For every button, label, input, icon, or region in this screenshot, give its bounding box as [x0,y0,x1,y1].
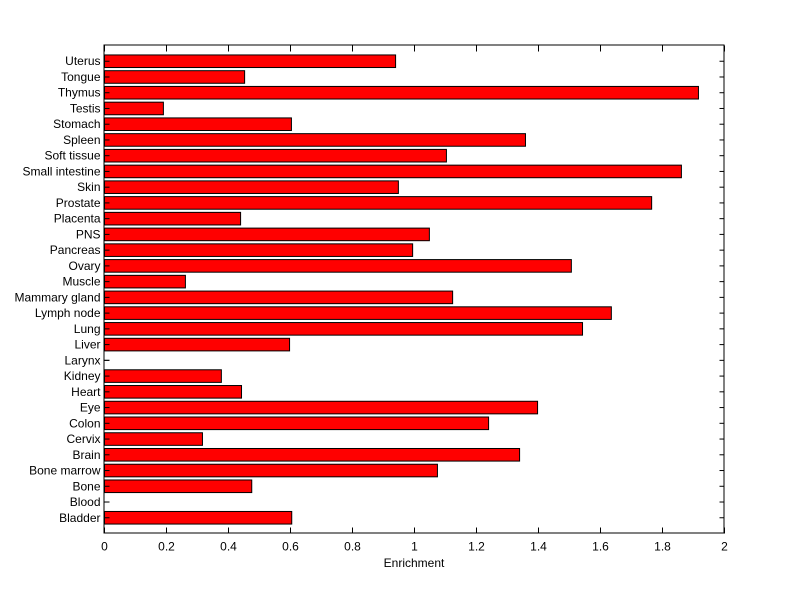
y-tick-label: Lung [74,322,101,336]
x-axis-label: Enrichment [384,556,445,570]
y-tick-label: Lymph node [35,306,101,320]
y-tick-label: Eye [80,401,101,415]
bar-muscle [104,274,186,289]
y-tick-label: Skin [77,180,100,194]
y-tick-label: Testis [70,101,101,115]
y-tick-label: Blood [70,495,101,509]
bar-stomach [104,117,292,132]
bar-bone [104,479,253,494]
bar-placenta [104,211,242,226]
bar-small-intestine [104,164,682,179]
x-tick-label: 0.6 [282,540,299,554]
y-tick-label: Cervix [66,432,100,446]
y-tick-label: Heart [71,385,101,399]
bar-bladder [104,510,293,525]
y-tick-label: Brain [72,448,100,462]
y-tick-label: Liver [74,338,100,352]
y-tick-label: Bone [72,479,100,493]
y-tick-label: Uterus [65,54,100,68]
y-tick-label: PNS [76,227,101,241]
bar-prostate [104,196,653,210]
y-tick-label: Spleen [63,133,100,147]
y-tick-label: Placenta [54,212,101,226]
bar-soft-tissue [104,148,447,163]
y-tick-label: Small intestine [22,164,100,178]
x-tick-label: 0.8 [344,540,361,554]
x-tick-label: 1.2 [468,540,485,554]
y-tick-label: Colon [69,416,100,430]
x-tick-label: 0.2 [158,540,175,554]
bar-brain [104,447,521,462]
bar-testis [104,101,164,116]
bar-thymus [104,85,699,100]
y-tick-label: Thymus [58,86,101,100]
y-tick-label: Prostate [56,196,101,210]
x-tick-label: 1.6 [592,540,609,554]
bar-ovary [104,259,572,273]
y-tick-label: Tongue [61,70,101,84]
x-tick-label: 1 [411,540,418,554]
bar-pns [104,227,430,242]
bar-lymph-node [104,306,612,320]
bar-colon [104,416,490,431]
bar-pancreas [104,243,414,257]
y-tick-label: Soft tissue [44,149,100,163]
bar-bone-marrow [104,463,438,478]
bar-eye [104,400,539,415]
bar-liver [104,337,291,352]
y-tick-label: Larynx [64,353,100,367]
x-tick-label: 0.4 [220,540,237,554]
y-tick-label: Ovary [68,259,100,273]
x-tick-label: 0 [101,540,108,554]
y-tick-label: Muscle [62,275,100,289]
bar-cervix [104,432,203,446]
y-tick-label: Pancreas [50,243,101,257]
bar-skin [104,180,399,194]
y-tick-label: Mammary gland [14,290,100,304]
bar-uterus [104,54,397,69]
x-tick-label: 1.4 [530,540,547,554]
bar-mammary-gland [104,290,454,305]
bar-lung [104,322,584,336]
y-tick-label: Kidney [64,369,101,383]
y-tick-label: Bone marrow [29,464,101,478]
x-tick-label: 2 [721,540,728,554]
bar-kidney [104,369,222,383]
bar-heart [104,385,243,399]
bar-tongue [104,70,246,84]
y-tick-label: Bladder [59,511,100,525]
y-tick-label: Stomach [53,117,100,131]
bar-spleen [104,133,526,147]
x-tick-label: 1.8 [654,540,671,554]
